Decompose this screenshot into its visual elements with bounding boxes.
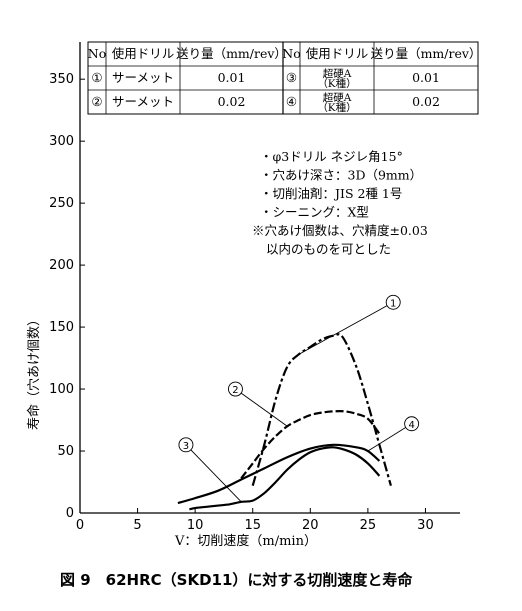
legend-table-cell: No	[282, 46, 300, 61]
figure-caption: 図 9 62HRC（SKD11）に対する切削速度と寿命	[60, 571, 413, 589]
y-tick-label: 350	[49, 72, 74, 87]
series-line-4	[177, 443, 381, 505]
series-leader-3	[185, 444, 242, 503]
series-group: 1 2 3 4	[177, 294, 420, 511]
legend-table-cell: 0.01	[218, 70, 246, 85]
note-line: 以内のものを可とした	[266, 242, 391, 257]
conditions-notes: ・φ3ドリル ネジレ角15° ・穴あけ深さ：3D（9mm） ・切削油剤：JIS 2種…	[252, 149, 428, 257]
x-tick-label: 30	[417, 518, 434, 533]
series-marker-circle-4	[404, 416, 420, 432]
x-tick-label: 10	[187, 518, 204, 533]
legend-table-cell: ③	[286, 70, 297, 85]
legend-table-cell: 0.02	[412, 94, 440, 109]
note-line: ・φ3ドリル ネジレ角15°	[260, 149, 403, 164]
series-marker-label-4: 4	[408, 420, 414, 431]
y-tick-label: 150	[49, 320, 74, 335]
y-tick-label: 50	[57, 444, 74, 459]
x-tick-label: 15	[244, 518, 261, 533]
y-axis-label: 寿命（穴あけ個数）	[26, 313, 42, 430]
note-line: ・シーニング：X型	[260, 205, 369, 220]
legend-table-cell: サーメット	[112, 70, 174, 85]
series-leader-4	[367, 423, 412, 452]
legend-table-cell: 0.02	[218, 94, 246, 109]
note-line: ・穴あけ深さ：3D（9mm）	[260, 168, 422, 183]
legend-table-cell: ①	[91, 70, 102, 85]
series-marker-label-2: 2	[232, 385, 238, 396]
legend-table-cell: 送り量（mm/rev）	[176, 46, 287, 61]
x-tick-label: 5	[133, 518, 141, 533]
series-marker-label-3: 3	[183, 441, 189, 452]
series-line-2	[240, 410, 381, 479]
y-tick-label: 300	[49, 134, 74, 149]
legend-table-cell: ④	[286, 94, 297, 109]
y-tick-label: 200	[49, 258, 74, 273]
series-line-1	[251, 333, 392, 487]
note-line: ・切削油剤：JIS 2種 1号	[260, 186, 402, 201]
legend-table-cell: 超硬A （K種）	[317, 67, 356, 90]
legend-table-cell: 使用ドリル	[112, 46, 175, 61]
x-axis-label: V：切削速度（m/min）	[174, 533, 317, 549]
legend-table: No 使用ドリル 送り量（mm/rev）No 使用ドリル 送り量（mm/rev）① サーメ…	[87, 41, 482, 115]
x-axis-ticks: 0 5 10 15 20 25 30	[76, 508, 434, 533]
series-leader-1	[298, 301, 394, 355]
legend-table-cell: サーメット	[112, 94, 174, 109]
legend-table-cell: 送り量（mm/rev）	[371, 46, 482, 61]
series-marker-circle-1	[385, 294, 401, 310]
series-marker-label-1: 1	[390, 298, 396, 309]
x-tick-label: 20	[302, 518, 319, 533]
series-leader-2	[235, 388, 288, 427]
legend-table-cell: 超硬A （K種）	[317, 91, 356, 114]
y-axis-ticks: 0 50 100 150 200 250 300 350	[49, 72, 85, 521]
series-marker-circle-3	[178, 437, 194, 453]
series-line-3	[189, 446, 381, 511]
note-line: ※穴あけ個数は、穴精度±0.03	[252, 223, 428, 238]
x-tick-label: 25	[360, 518, 377, 533]
series-marker-circle-2	[228, 381, 243, 397]
legend-table-cell: No	[88, 46, 106, 61]
legend-table-cell: 使用ドリル	[306, 46, 369, 61]
x-tick-label: 0	[76, 518, 84, 533]
legend-table-cell: 0.01	[412, 70, 440, 85]
y-tick-label: 100	[49, 382, 74, 397]
legend-table-cell: ②	[91, 94, 102, 109]
axes	[79, 42, 460, 514]
y-tick-label: 250	[49, 196, 74, 211]
y-tick-label: 0	[66, 506, 74, 521]
